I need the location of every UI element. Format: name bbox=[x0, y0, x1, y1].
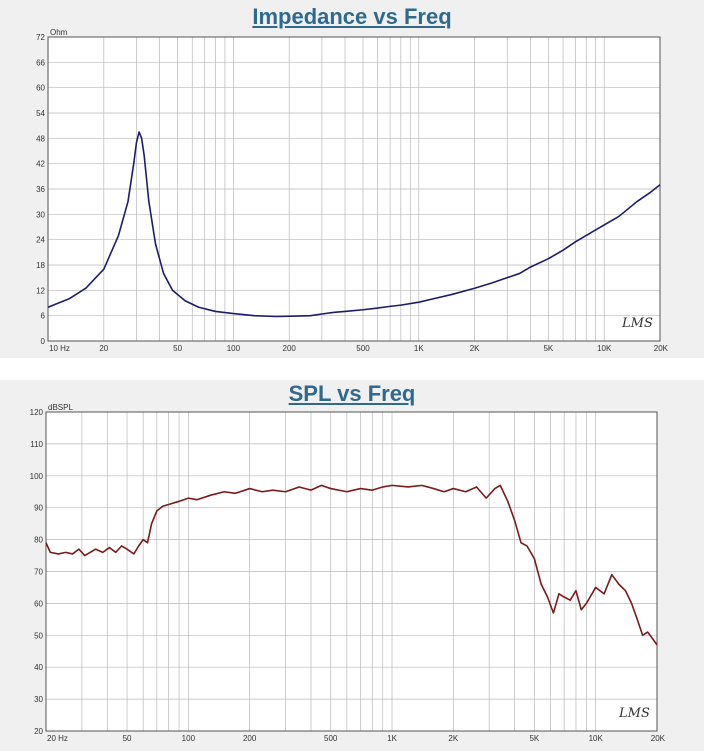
chart0-x-tick-label: 200 bbox=[283, 344, 297, 353]
chart1-x-tick-label: 500 bbox=[324, 734, 338, 743]
chart1-x-tick-label: 2K bbox=[448, 734, 458, 743]
chart1-lms-watermark: LMS bbox=[618, 706, 650, 721]
chart0-y-tick-label: 60 bbox=[36, 84, 45, 93]
chart0-horizontal-grid bbox=[48, 61, 660, 317]
chart0-y-tick-label: 66 bbox=[36, 58, 45, 67]
chart1-y-tick-label: 120 bbox=[30, 408, 44, 417]
chart0-y-tick-label: 54 bbox=[36, 109, 45, 118]
chart0-x-tick-label: 2K bbox=[470, 344, 480, 353]
chart1-series-line bbox=[45, 484, 658, 646]
chart0-y-tick-label: 18 bbox=[36, 261, 45, 270]
chart0-x-tick-label: 5K bbox=[543, 344, 553, 353]
chart1-y-axis-unit-label: dBSPL bbox=[48, 403, 73, 412]
spl-chart: 20 30 40 50 60 70 80 90 100 110 120 dBSPL 20 Hz 50 100… bbox=[30, 403, 666, 743]
chart0-lms-watermark: LMS bbox=[621, 316, 653, 331]
chart1-y-tick-label: 90 bbox=[34, 504, 43, 513]
chart1-y-tick-label: 80 bbox=[34, 536, 43, 545]
impedance-chart: 0 6 12 18 24 30 36 42 48 54 60 66 72 Ohm 10 Hz 20 50 100 2… bbox=[36, 28, 669, 353]
chart1-x-tick-label: 20 Hz bbox=[47, 734, 68, 743]
chart0-plot-frame bbox=[47, 36, 661, 342]
chart1-y-tick-label: 50 bbox=[34, 631, 43, 640]
chart0-x-tick-label: 50 bbox=[173, 344, 182, 353]
chart1-y-tick-label: 30 bbox=[34, 695, 43, 704]
chart1-x-tick-label: 5K bbox=[529, 734, 539, 743]
chart0-y-axis-unit-label: Ohm bbox=[50, 28, 68, 37]
chart1-x-tick-label: 100 bbox=[182, 734, 196, 743]
chart0-y-tick-label: 0 bbox=[41, 337, 46, 346]
chart0-y-tick-label: 12 bbox=[36, 286, 45, 295]
chart1-x-tick-label: 200 bbox=[243, 734, 257, 743]
chart1-x-tick-label: 10K bbox=[589, 734, 604, 743]
panel-separator bbox=[0, 358, 704, 380]
chart0-y-tick-label: 6 bbox=[41, 312, 46, 321]
chart0-x-tick-label: 500 bbox=[356, 344, 370, 353]
impedance-chart-title: Impedance vs Freq bbox=[252, 4, 452, 29]
chart0-y-tick-label: 24 bbox=[36, 236, 45, 245]
chart0-y-tick-label: 36 bbox=[36, 185, 45, 194]
chart0-y-tick-label: 30 bbox=[36, 210, 45, 219]
chart0-x-tick-label: 1K bbox=[414, 344, 424, 353]
chart0-x-tick-label: 100 bbox=[227, 344, 241, 353]
chart1-y-tick-label: 20 bbox=[34, 727, 43, 736]
chart1-x-tick-label: 20K bbox=[651, 734, 666, 743]
chart1-y-tick-label: 40 bbox=[34, 663, 43, 672]
chart0-series-line bbox=[47, 131, 661, 318]
chart1-plot-frame bbox=[45, 411, 658, 732]
impedance-panel: Impedance vs Freq 0 6 12 18 24 30 36 42 48 54 60 66… bbox=[0, 0, 704, 358]
chart0-y-tick-label: 42 bbox=[36, 160, 45, 169]
chart0-x-tick-label: 10K bbox=[597, 344, 612, 353]
chart0-x-tick-label: 10 Hz bbox=[49, 344, 70, 353]
chart1-x-tick-label: 50 bbox=[123, 734, 132, 743]
chart1-y-tick-label: 60 bbox=[34, 599, 43, 608]
chart0-y-tick-label: 72 bbox=[36, 33, 45, 42]
chart0-x-tick-label: 20K bbox=[654, 344, 669, 353]
chart1-y-tick-label: 110 bbox=[30, 440, 43, 449]
spl-chart-title: SPL vs Freq bbox=[288, 381, 416, 406]
chart0-x-tick-label: 20 bbox=[99, 344, 108, 353]
chart1-x-tick-label: 1K bbox=[387, 734, 397, 743]
spl-panel: SPL vs Freq 20 30 40 50 60 70 80 90 100 110 120 dBS… bbox=[0, 380, 704, 751]
chart0-y-tick-label: 48 bbox=[36, 134, 45, 143]
chart1-y-tick-label: 70 bbox=[34, 568, 43, 577]
chart1-y-tick-label: 100 bbox=[30, 472, 44, 481]
